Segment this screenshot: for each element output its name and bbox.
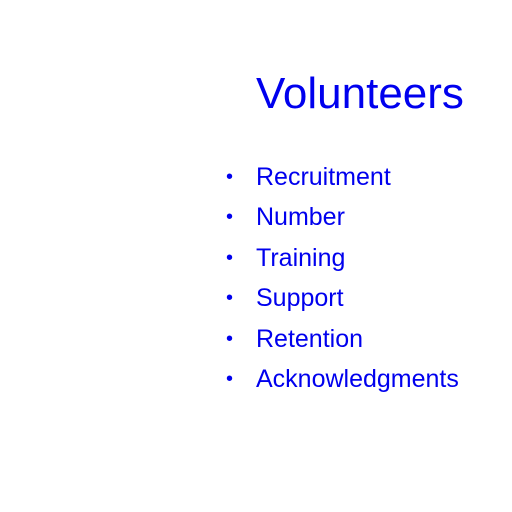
- list-item-label: Number: [256, 203, 345, 232]
- bullet-icon: •: [226, 206, 234, 229]
- slide-title: Volunteers: [256, 69, 464, 118]
- bullet-icon: •: [226, 327, 234, 350]
- bullet-icon: •: [226, 246, 234, 269]
- list-item-label: Retention: [256, 324, 364, 353]
- list-item-label: Acknowledgments: [256, 364, 459, 393]
- bullet-icon: •: [226, 367, 234, 390]
- list-item-label: Support: [256, 284, 344, 313]
- bullet-icon: •: [226, 287, 234, 310]
- list-item-label: Recruitment: [256, 163, 391, 191]
- list-item-label: Training: [256, 243, 346, 272]
- bullet-icon: •: [226, 166, 234, 188]
